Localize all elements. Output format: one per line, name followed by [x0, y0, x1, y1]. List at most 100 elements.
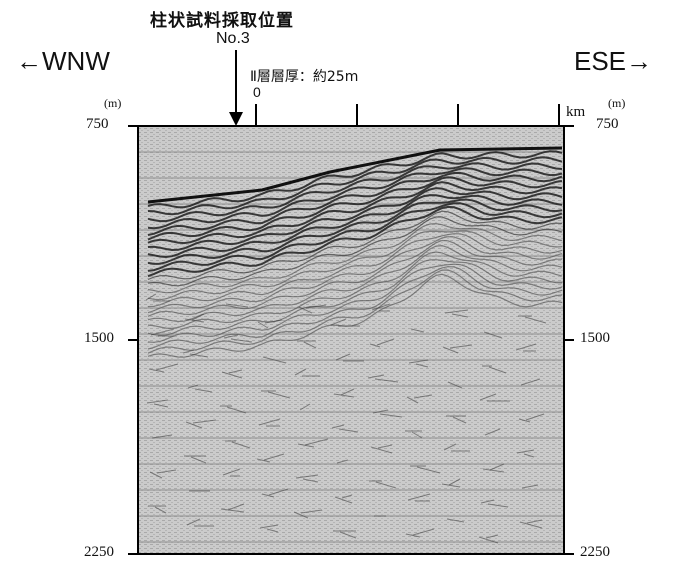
deep-reflection — [519, 521, 543, 529]
deep-reflection — [374, 378, 399, 383]
deep-reflection — [268, 488, 289, 496]
depth-tick-label-right: 750 — [596, 116, 619, 132]
deep-reflection — [154, 506, 167, 514]
depth-tick-label-right: 1500 — [580, 330, 610, 346]
seismic-reflectors — [145, 150, 563, 544]
deep-reflection — [336, 459, 349, 464]
deep-reflection — [227, 503, 245, 511]
deep-reflection — [264, 319, 283, 324]
deep-reflection — [370, 446, 393, 454]
deep-reflection — [186, 518, 201, 526]
reflector-band — [147, 233, 563, 308]
deep-reflection — [482, 468, 505, 473]
depth-unit-left: (m) — [104, 96, 122, 110]
reflector-band — [147, 230, 563, 301]
deep-reflection — [377, 444, 393, 449]
deep-reflection — [413, 394, 433, 399]
deep-reflection — [261, 493, 275, 498]
deep-reflection — [375, 481, 397, 489]
distance-zero-label: 0 — [253, 84, 261, 100]
deep-reflection — [189, 353, 209, 358]
seismic-panel-background — [138, 126, 564, 554]
distance-axis-ticks — [255, 104, 560, 126]
deep-reflection — [190, 456, 207, 464]
deep-reflection — [185, 421, 203, 429]
deep-reflection — [416, 466, 441, 474]
deep-reflection — [340, 388, 355, 396]
deep-reflection — [442, 346, 459, 354]
deep-reflection — [145, 293, 157, 301]
direction-label-west: ←WNW — [16, 46, 110, 76]
reflector-band — [147, 266, 563, 350]
deep-reflection — [299, 403, 311, 411]
deep-reflection — [262, 356, 287, 364]
layer-thickness-note: Ⅱ層層厚：約25m — [250, 69, 359, 85]
deep-reflection — [194, 388, 213, 393]
deep-reflection — [259, 524, 279, 529]
reflector-band — [147, 222, 563, 294]
deep-reflection — [231, 441, 251, 449]
deep-reflection — [447, 381, 463, 389]
seafloor-reflector — [147, 146, 563, 204]
deep-reflection — [410, 328, 425, 333]
deep-reflection — [182, 349, 195, 354]
deep-reflection — [293, 511, 309, 519]
deep-reflection — [297, 443, 315, 448]
deep-reflection — [411, 431, 423, 439]
reflector-band — [147, 216, 563, 287]
deep-reflection — [376, 338, 395, 346]
deep-reflection — [298, 306, 313, 314]
deep-reflection — [407, 493, 431, 501]
deep-reflection — [146, 399, 169, 404]
deep-reflection — [478, 536, 499, 544]
reflector-band — [147, 244, 563, 323]
deep-reflection — [302, 478, 319, 483]
reflector-band — [147, 236, 563, 314]
deep-reflection — [300, 509, 323, 514]
deep-reflection — [263, 453, 285, 461]
deep-reflection — [225, 303, 249, 308]
deep-reflection — [515, 343, 537, 351]
deep-reflection — [153, 403, 169, 408]
reflector-band — [147, 198, 563, 265]
deep-reflection — [521, 484, 539, 489]
depth-tick-label-left: 1500 — [84, 330, 114, 346]
sampling-site-title: 柱状試料採取位置 — [150, 11, 294, 31]
deep-reflection — [295, 474, 319, 479]
deep-reflection — [379, 413, 403, 418]
deep-reflection — [516, 449, 535, 454]
deep-reflection — [256, 458, 271, 463]
deep-reflection — [524, 316, 547, 324]
deep-reflection — [151, 434, 173, 439]
deep-reflection — [221, 371, 243, 379]
deep-reflection — [226, 406, 247, 414]
reflector-band — [147, 181, 563, 245]
reflector-band — [147, 194, 563, 259]
sampling-site-number: No.3 — [216, 30, 250, 47]
deep-reflection — [339, 531, 357, 539]
reflector-band — [147, 205, 563, 278]
deep-reflection — [412, 528, 435, 536]
deep-reflection — [191, 313, 205, 321]
reflector-band — [147, 176, 563, 241]
depth-tick-label-left: 2250 — [84, 544, 114, 560]
deep-reflection — [406, 396, 419, 404]
deep-reflection — [372, 409, 389, 414]
deep-reflection — [371, 303, 391, 311]
reflector-band — [147, 263, 563, 343]
deep-reflection — [405, 533, 421, 538]
reflector-band — [147, 273, 563, 358]
reflector-band — [147, 269, 563, 354]
reflector-band — [147, 156, 563, 216]
deep-reflection — [520, 378, 541, 386]
deep-reflection — [155, 363, 179, 371]
depth-unit-right: (m) — [608, 96, 626, 110]
deep-reflection — [523, 453, 535, 458]
reflector-band — [147, 171, 563, 236]
deep-reflection — [149, 471, 163, 479]
reflector-band — [147, 150, 563, 209]
deep-reflection — [304, 438, 329, 446]
depth-axis-ticks — [128, 125, 574, 555]
deep-reflection — [443, 443, 457, 451]
reflector-band — [147, 210, 563, 281]
